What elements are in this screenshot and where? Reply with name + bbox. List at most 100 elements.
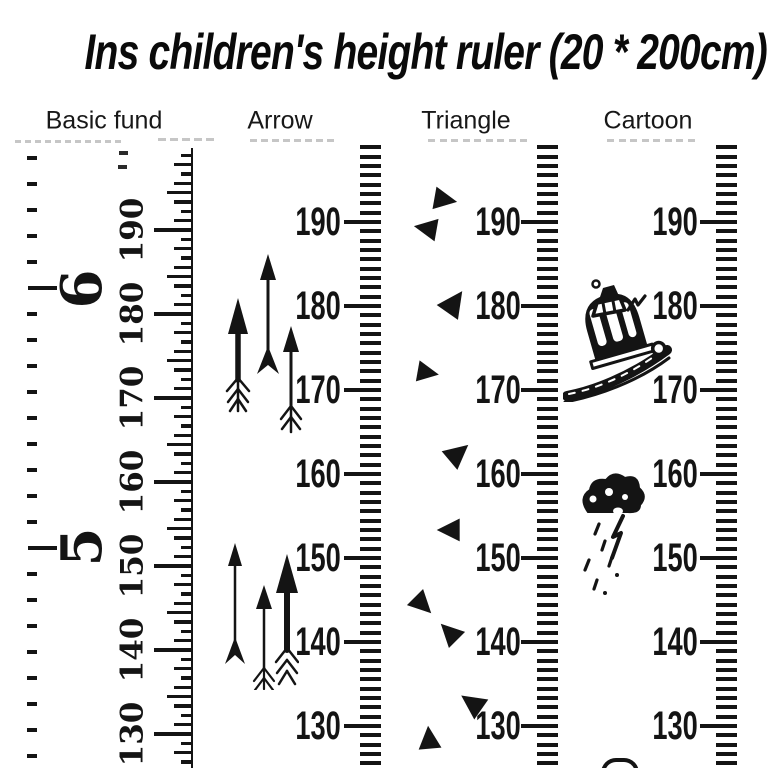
cartoon-height-label: 150 [652, 536, 698, 580]
cartoon-ruler-tick [716, 761, 737, 766]
faded-tick [520, 139, 527, 142]
cartoon-ruler-tick [716, 528, 737, 532]
cartoon-ruler-tick [716, 276, 737, 280]
arrow-ruler-tick [360, 453, 381, 458]
basic-left-tick [27, 338, 37, 342]
triangle-ruler-tick [537, 238, 558, 243]
basic-ruler-tick [174, 162, 191, 167]
basic-ruler-tick [174, 638, 191, 643]
basic-left-tick [27, 390, 37, 394]
basic-ruler-tick [174, 470, 191, 475]
triangle-icon: ▲ [412, 359, 449, 387]
basic-ruler-tick [174, 284, 191, 288]
arrow-up-icon [252, 585, 276, 690]
arrow-up-icon [274, 554, 299, 686]
triangle-icon: ▲ [404, 213, 443, 243]
arrow-ruler-major-tick [344, 387, 381, 393]
arrow-ruler-tick [360, 593, 381, 598]
faded-tick [170, 138, 178, 141]
arrow-doodles-group-top [225, 254, 303, 434]
faded-tick [45, 140, 51, 143]
cartoon-ruler-tick [716, 350, 737, 355]
triangle-ruler-tick [537, 649, 558, 654]
cartoon-ruler-tick [716, 201, 737, 206]
basic-ruler-tick [154, 563, 191, 569]
arrow-ruler-tick [360, 668, 381, 672]
faded-tick [294, 139, 301, 142]
cartoon-ruler-tick [716, 481, 737, 486]
cartoon-height-label: 130 [652, 704, 698, 748]
cartoon-ruler-tick [716, 434, 737, 439]
basic-ruler-tick [174, 368, 191, 372]
arrow-ruler-tick [360, 416, 381, 420]
cartoon-ruler-tick [716, 322, 737, 327]
triangle-ruler-tick [537, 248, 558, 252]
cartoon-ruler-tick [716, 425, 737, 430]
cartoon-ruler-tick [716, 584, 737, 588]
arrow-ruler-tick [360, 500, 381, 504]
basic-ruler-tick [181, 489, 191, 494]
basic-ruler-tick [154, 479, 191, 485]
basic-ruler-tick [181, 172, 191, 176]
basic-left-tick [27, 728, 37, 732]
arrow-ruler-tick [360, 425, 381, 430]
cartoon-height-label: 170 [652, 368, 698, 412]
triangle-ruler-tick [537, 537, 558, 542]
cartoon-height-label: 160 [652, 452, 698, 496]
triangle-ruler-tick [537, 518, 558, 523]
triangle-ruler-tick [537, 752, 558, 756]
triangle-ruler-major-tick [521, 723, 558, 729]
basic-ruler-tick [154, 395, 191, 401]
arrow-height-label: 140 [295, 620, 341, 664]
basic-ruler-tick [181, 573, 191, 578]
column-label-arrow: Arrow [247, 106, 313, 135]
cartoon-ruler-major-tick [700, 555, 737, 561]
basic-ruler-tick [167, 694, 191, 699]
arrow-up-icon [225, 298, 251, 413]
cartoon-ruler-tick [716, 294, 737, 299]
triangle-ruler-tick [537, 229, 558, 234]
basic-ruler-tick [167, 526, 191, 531]
basic-ruler-tick [167, 274, 191, 279]
faded-tick [687, 139, 695, 142]
arrow-ruler-tick [360, 229, 381, 234]
arrow-ruler-tick [360, 285, 381, 290]
triangle-ruler-tick [537, 322, 558, 327]
cartoon-height-label: 180 [652, 284, 698, 328]
faded-tick [65, 140, 71, 143]
triangle-ruler-tick [537, 621, 558, 626]
triangle-ruler-tick [537, 434, 558, 439]
faded-tick [641, 139, 649, 142]
cartoon-ruler-tick [716, 752, 737, 756]
triangle-height-label: 130 [475, 704, 521, 748]
cartoon-ruler-tick [716, 164, 737, 168]
basic-ruler-tick [181, 405, 191, 410]
remnant-tick [118, 165, 127, 169]
cartoon-ruler-tick [716, 686, 737, 691]
faded-tick [55, 140, 61, 143]
triangle-ruler-tick [537, 369, 558, 374]
cartoon-ruler-tick [716, 238, 737, 243]
basic-ruler-tick [181, 340, 191, 344]
cartoon-ruler-tick [716, 677, 737, 682]
basic-left-tick [27, 234, 37, 238]
triangle-ruler-tick [537, 294, 558, 299]
arrow-height-label: 150 [295, 536, 341, 580]
triangle-ruler-tick [537, 154, 558, 159]
basic-ruler-tick [154, 647, 191, 653]
triangle-ruler-tick [537, 705, 558, 710]
column-label-triangle: Triangle [421, 106, 511, 135]
basic-left-tick [27, 650, 37, 654]
basic-ruler-tick [181, 153, 191, 158]
triangle-ruler-tick [537, 145, 558, 150]
basic-ruler-tick [181, 293, 191, 298]
arrow-ruler-tick [360, 164, 381, 168]
cartoon-ruler-tick [716, 397, 737, 402]
basic-ruler-tick [174, 536, 191, 540]
triangle-ruler-tick [537, 593, 558, 598]
cartoon-ruler-tick [716, 406, 737, 411]
basic-left-major-tick [28, 546, 57, 550]
